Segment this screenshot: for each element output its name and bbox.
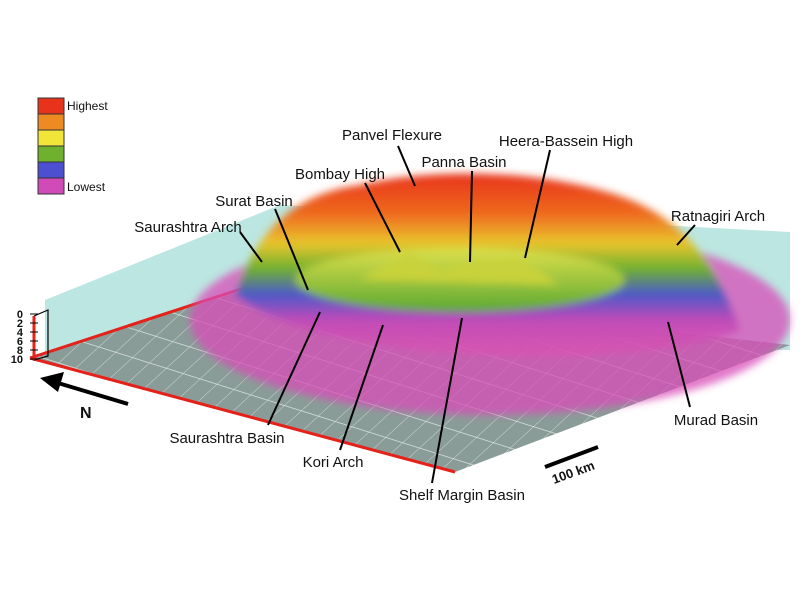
north-arrow — [57, 381, 129, 406]
depth-tick-label: 4 — [17, 327, 24, 339]
legend-low: Lowest — [67, 180, 106, 194]
feature-label: Kori Arch — [303, 454, 364, 471]
legend: Highest Lowest — [37, 97, 108, 195]
swatch — [37, 113, 65, 131]
leader-line — [469, 170, 473, 263]
depth-tick-label: 0 — [17, 309, 23, 321]
feature-label: Saurashtra Arch — [134, 219, 242, 236]
labels: Panvel Flexure Heera-Bassein High Bombay H… — [134, 127, 765, 504]
leader-line — [676, 224, 696, 246]
feature-label: Panvel Flexure — [342, 127, 442, 144]
feature-label: Saurashtra Basin — [169, 430, 284, 447]
leader-line — [431, 317, 463, 484]
swatch — [37, 129, 65, 147]
terrain — [190, 173, 790, 415]
feature-label: Surat Basin — [215, 193, 293, 210]
leader-line — [397, 145, 416, 187]
leader-line — [524, 149, 551, 259]
leader-line — [364, 182, 401, 253]
leader-line — [239, 231, 263, 263]
scale-bar — [544, 445, 599, 469]
leader-line — [667, 321, 691, 408]
feature-label: Murad Basin — [674, 412, 758, 429]
feature-label: Panna Basin — [421, 154, 506, 171]
swatch — [37, 177, 65, 195]
edge — [29, 356, 456, 474]
feature-label: Ratnagiri Arch — [671, 208, 765, 225]
depth-tick-label: 2 — [17, 318, 23, 330]
depth-tick-label: 8 — [17, 345, 23, 357]
feature-label: Shelf Margin Basin — [399, 487, 525, 504]
swatch — [37, 145, 65, 163]
north-arrowhead — [40, 372, 64, 392]
leader-line — [267, 311, 321, 426]
leader-line — [274, 208, 309, 291]
feature-label: Heera-Bassein High — [499, 133, 633, 150]
swatch — [37, 97, 65, 115]
feature-label: Bombay High — [295, 166, 385, 183]
north-label: N — [80, 405, 92, 422]
depth-tick-label: 6 — [17, 336, 23, 348]
legend-high: Highest — [67, 99, 108, 113]
leader-line — [339, 324, 384, 451]
depth-tick-label: 10 — [11, 354, 23, 366]
swatch — [37, 161, 65, 179]
